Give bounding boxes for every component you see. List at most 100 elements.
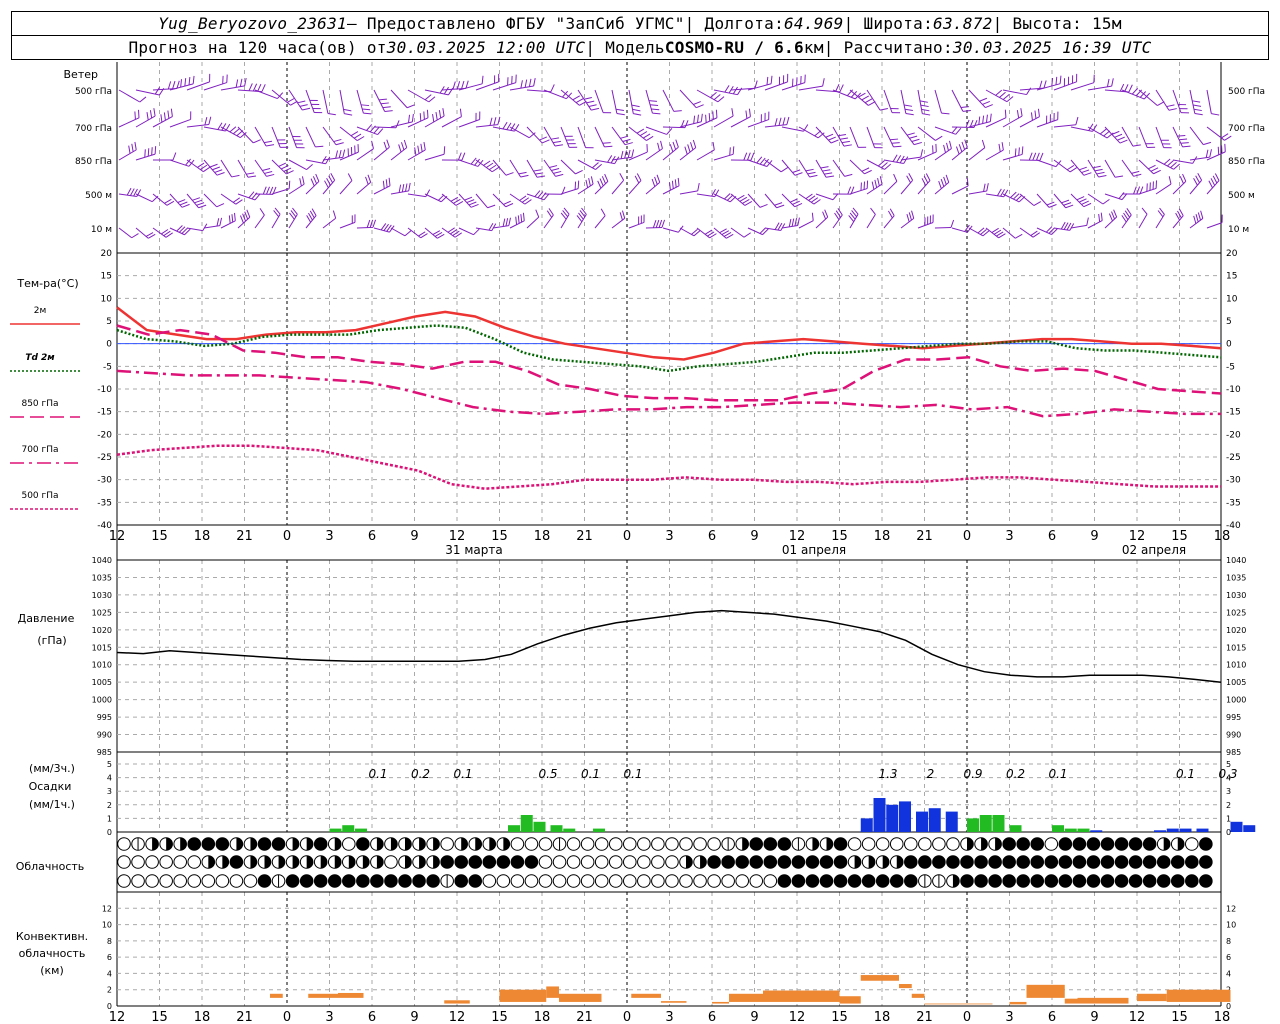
temp-title: Тем-ра(°С) bbox=[16, 277, 78, 290]
precip-bar-snow bbox=[1090, 830, 1103, 832]
wind-level-left: 500 гПа bbox=[75, 87, 112, 97]
wind-barb-feather bbox=[126, 187, 132, 196]
wind-barb-feather bbox=[922, 113, 931, 116]
wind-barb-feather bbox=[536, 175, 546, 178]
wind-barb-feather bbox=[160, 114, 163, 123]
cloud-symbol-half bbox=[700, 855, 707, 869]
precip-amount-label: 0.1 bbox=[581, 767, 600, 781]
wind-barb-feather bbox=[955, 146, 960, 155]
wind-barb-feather bbox=[1124, 210, 1131, 218]
wind-barb-feather bbox=[1210, 178, 1216, 186]
cloud-symbol bbox=[1199, 855, 1213, 869]
cloud-symbol bbox=[1199, 837, 1213, 851]
conv-cloud-bar bbox=[1166, 989, 1231, 1002]
wind-barb bbox=[1206, 222, 1223, 229]
wind-barb bbox=[458, 119, 480, 128]
precip-bar-rain bbox=[563, 828, 576, 832]
cloud-symbol bbox=[117, 874, 131, 888]
wind-barb-feather bbox=[388, 177, 391, 186]
wind-barb-feather bbox=[854, 92, 862, 100]
conv-cloud-bar bbox=[763, 990, 840, 1002]
wind-barb-feather bbox=[266, 144, 275, 147]
wind-barb-feather bbox=[652, 220, 657, 228]
wind-barb-feather bbox=[945, 174, 950, 183]
wind-barb-feather bbox=[1066, 222, 1072, 231]
wind-barb-feather bbox=[965, 119, 970, 128]
wind-barb-feather bbox=[955, 127, 962, 135]
conv-title-line: (км) bbox=[40, 964, 64, 977]
conv-cloud-bar bbox=[860, 975, 899, 981]
wind-barb-feather bbox=[149, 110, 153, 119]
wind-barb-feather bbox=[978, 116, 981, 125]
precip-unit1: (мм/1ч.) bbox=[29, 798, 75, 811]
cloud-symbol bbox=[805, 855, 820, 869]
wind-barb-feather bbox=[1048, 204, 1057, 208]
cloud-symbol bbox=[735, 855, 750, 869]
wind-barb-feather bbox=[324, 180, 329, 188]
cloud-symbol bbox=[131, 855, 145, 869]
wind-barb-feather bbox=[328, 175, 333, 183]
wind-barb-feather bbox=[385, 179, 388, 188]
pressure-tick-left: 990 bbox=[97, 731, 112, 740]
wind-barb-feather bbox=[553, 170, 562, 174]
cloud-symbol-half bbox=[208, 855, 215, 869]
wind-barb-feather bbox=[914, 141, 922, 146]
wind-barb bbox=[1104, 126, 1121, 144]
wind-barb-feather bbox=[874, 179, 878, 188]
wind-barb-feather bbox=[1046, 201, 1055, 206]
wind-barb-feather bbox=[301, 176, 305, 185]
wind-barb bbox=[526, 159, 538, 178]
wind-barb-feather bbox=[973, 119, 978, 128]
wind-barb-feather bbox=[200, 164, 208, 170]
wind-barb-feather bbox=[552, 140, 562, 144]
pressure-tick-right: 1010 bbox=[1226, 661, 1246, 670]
wind-barb-feather bbox=[481, 75, 484, 84]
wind-barb bbox=[594, 126, 605, 148]
wind-barb-feather bbox=[188, 76, 191, 86]
wind-barb-feather bbox=[1018, 147, 1020, 156]
cloud-symbol bbox=[145, 855, 159, 869]
wind-barb bbox=[169, 193, 183, 208]
precip-tick-left: 5 bbox=[107, 760, 112, 769]
wind-barb-feather bbox=[642, 133, 651, 139]
time-tick-label-bottom: 12 bbox=[789, 1010, 806, 1024]
temp-series-line bbox=[116, 324, 1222, 402]
pressure-tick-right: 1035 bbox=[1226, 573, 1246, 582]
time-tick-label: 12 bbox=[109, 529, 126, 544]
cloud-symbol bbox=[974, 874, 988, 888]
wind-barb-feather bbox=[194, 199, 203, 204]
wind-barb-feather bbox=[383, 223, 389, 231]
wind-barb-feather bbox=[234, 212, 236, 221]
wind-barb bbox=[900, 89, 907, 114]
wind-barb-feather bbox=[851, 210, 858, 217]
wind-barb bbox=[1155, 89, 1170, 111]
wind-barb-feather bbox=[167, 110, 170, 119]
wind-barb-feather bbox=[438, 110, 442, 119]
model-unit: км bbox=[803, 38, 824, 57]
wind-barb-feather bbox=[1111, 130, 1120, 135]
wind-barb-feather bbox=[1124, 84, 1129, 92]
wind-barb-feather bbox=[299, 104, 308, 107]
precip-tick-left: 0 bbox=[107, 828, 112, 837]
wind-barb-feather bbox=[219, 217, 223, 226]
wind-barb-feather bbox=[288, 180, 291, 189]
wind-barb-feather bbox=[619, 173, 625, 181]
wind-barb-feather bbox=[129, 188, 135, 196]
wind-barb-feather bbox=[1111, 78, 1114, 87]
wind-barb-feather bbox=[602, 142, 611, 144]
wind-barb-feather bbox=[693, 101, 701, 105]
wind-barb-feather bbox=[824, 172, 833, 175]
cloud-symbol-half bbox=[250, 855, 257, 869]
wind-barb bbox=[645, 148, 663, 161]
pressure-tick-left: 995 bbox=[97, 713, 112, 722]
cloud-symbol bbox=[833, 855, 848, 869]
precip-tick-left: 3 bbox=[107, 787, 112, 796]
wind-barb-feather bbox=[985, 104, 993, 109]
station-name: Yug_Beryozovo_23631 bbox=[158, 14, 347, 33]
precip-amount-label: 1.3 bbox=[878, 767, 897, 781]
wind-barb-feather bbox=[404, 230, 412, 237]
wind-barb-feather bbox=[1197, 173, 1203, 181]
wind-barb-feather bbox=[996, 231, 1004, 237]
wind-barb-feather bbox=[164, 198, 172, 204]
cloud-symbol-half bbox=[390, 837, 398, 851]
